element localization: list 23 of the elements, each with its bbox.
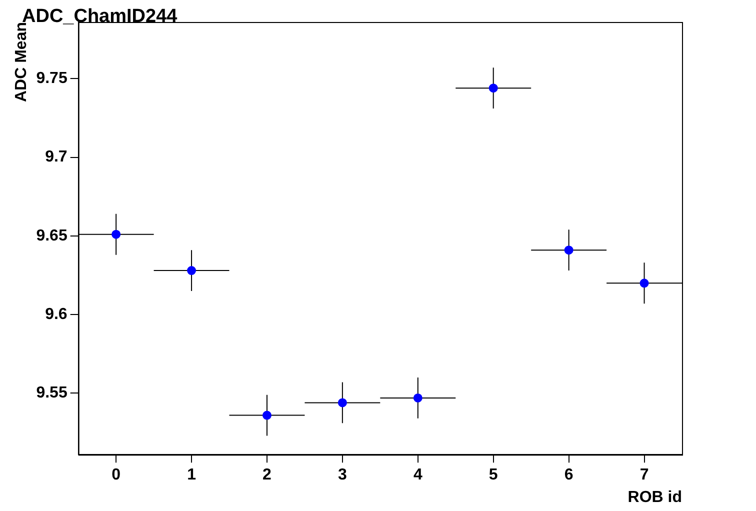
y-axis-title: ADC Mean [13,22,30,102]
x-tick-label: 7 [640,466,649,484]
x-tick-label: 3 [338,466,347,484]
x-tick-label: 6 [564,466,574,484]
point [564,246,574,255]
x-tick-label: 5 [488,466,498,484]
point [413,393,422,402]
point [112,230,121,239]
x-axis-title: ROB id [628,488,682,506]
x-tick-label: 4 [413,466,422,484]
x-tick-label: 0 [112,466,121,484]
x-tick-label: 1 [187,466,196,484]
point [640,278,649,288]
y-tick-label: 9.65 [36,227,68,244]
x-tick-label: 2 [262,466,272,484]
y-tick-label: 9.75 [36,70,68,88]
y-tick-label: 9.55 [36,384,68,402]
y-tick-label: 9.7 [45,148,68,166]
point [187,266,196,276]
y-tick-label: 9.6 [45,306,68,323]
point [488,84,498,93]
point [262,410,272,420]
point [338,398,347,408]
